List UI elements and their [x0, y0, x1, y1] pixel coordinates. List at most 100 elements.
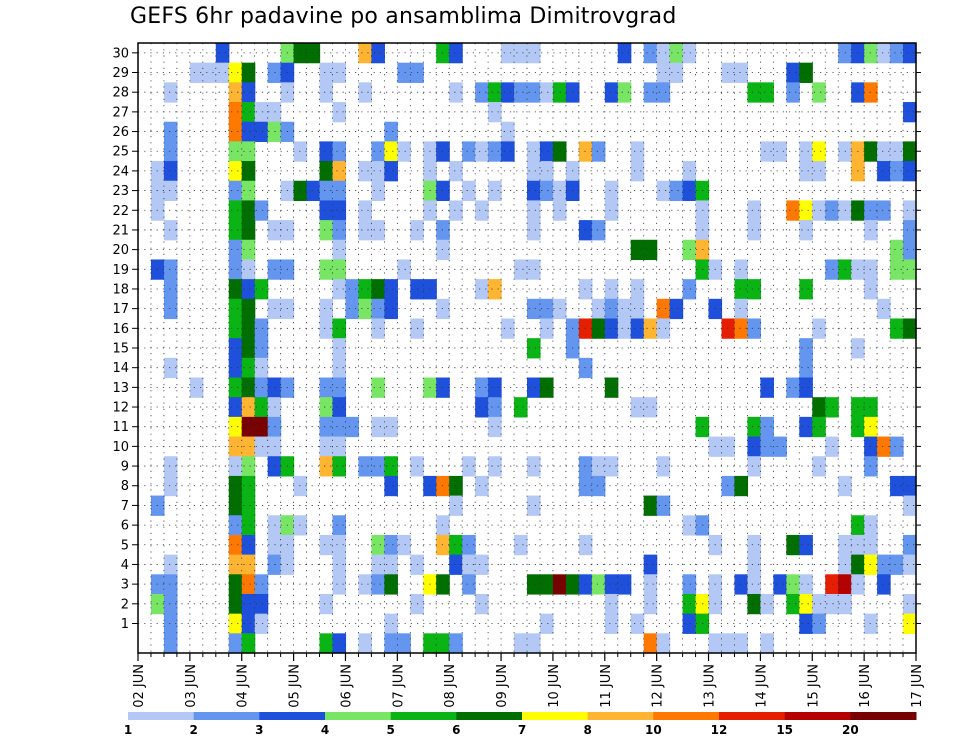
y-tick-label: 4: [121, 558, 129, 573]
heatmap-cell: [760, 436, 774, 457]
heatmap-cell: [397, 534, 411, 556]
heatmap-cell: [630, 279, 645, 300]
heatmap-cell: [630, 298, 645, 320]
heatmap-cell: [332, 357, 347, 379]
x-axis: 02 JUN 03 JUN 04 JUN 05 JUN 06 JUN 07 JUN 08 J…: [132, 653, 925, 708]
heatmap-cell: [903, 43, 917, 64]
heatmap-cell: [864, 397, 878, 418]
heatmap-cell: [228, 554, 243, 575]
heatmap-cell: [254, 338, 269, 359]
y-tick-label: 24: [112, 164, 129, 179]
y-tick-label: 30: [112, 46, 129, 61]
heatmap-cell: [527, 200, 541, 221]
heatmap-cell: [527, 141, 541, 162]
heatmap-cell: [332, 377, 347, 398]
heatmap-cell: [254, 318, 269, 339]
heatmap-cell: [358, 220, 372, 241]
heatmap-cell: [241, 239, 256, 261]
y-tick-label: 6: [121, 519, 129, 534]
heatmap-cell: [436, 377, 450, 398]
heatmap-cell: [656, 82, 671, 103]
heatmap-cell: [332, 141, 347, 162]
heatmap-cell: [384, 574, 398, 595]
heatmap-cell: [189, 377, 204, 398]
heatmap-cell: [682, 180, 697, 202]
heatmap-cell: [760, 593, 774, 615]
heatmap-cell: [371, 220, 385, 241]
heatmap-cell: [371, 377, 385, 398]
heatmap-cell: [527, 377, 541, 398]
heatmap-cell: [604, 377, 619, 398]
heatmap-cell: [760, 416, 774, 438]
heatmap-cell: [786, 62, 800, 83]
heatmap-cell: [163, 298, 178, 320]
colorbar-swatch: [522, 712, 589, 720]
heatmap-cell: [786, 593, 800, 615]
heatmap-cell: [163, 161, 178, 182]
heatmap-cell: [643, 82, 658, 103]
x-tick-label: 10 JUN: [547, 664, 562, 708]
heatmap-cell: [799, 377, 813, 398]
heatmap-cell: [436, 515, 450, 536]
heatmap-cell: [423, 633, 437, 654]
heatmap-cell: [241, 534, 256, 556]
heatmap-cell: [527, 43, 541, 64]
heatmap-cell: [241, 357, 256, 379]
heatmap-cell: [890, 318, 904, 339]
y-tick-label: 1: [121, 617, 129, 632]
heatmap-cell: [449, 495, 463, 516]
heatmap-cell: [773, 574, 787, 595]
heatmap-cell: [189, 62, 204, 83]
heatmap-cell: [241, 121, 256, 142]
heatmap-cell: [877, 574, 891, 595]
heatmap-cell: [527, 338, 541, 359]
heatmap-cell: [890, 239, 904, 261]
heatmap-cell: [436, 534, 450, 556]
heatmap-cell: [799, 279, 813, 300]
y-tick-label: 27: [112, 105, 129, 120]
heatmap-cell: [241, 574, 256, 595]
heatmap-cell: [254, 102, 269, 123]
y-tick-label: 20: [112, 243, 129, 258]
heatmap-cell: [358, 200, 372, 221]
heatmap-cell: [241, 141, 256, 162]
x-tick-label: 02 JUN: [132, 664, 147, 708]
colorbar-swatch: [259, 712, 326, 720]
heatmap-cell: [241, 593, 256, 615]
heatmap-cell: [384, 141, 398, 162]
heatmap-cell: [228, 161, 243, 182]
heatmap-cell: [436, 239, 450, 261]
heatmap-cell: [397, 62, 411, 83]
y-tick-label: 3: [121, 578, 129, 593]
heatmap-cell: [877, 298, 891, 320]
heatmap-cell: [656, 62, 671, 83]
colorbar-label: 15: [776, 723, 793, 737]
x-tick-label: 14 JUN: [754, 664, 769, 708]
heatmap-cell: [812, 593, 826, 615]
heatmap-cell: [514, 397, 528, 418]
heatmap-cell: [397, 633, 411, 654]
heatmap-cell: [228, 534, 243, 556]
heatmap-cell: [332, 633, 347, 654]
heatmap-cell: [488, 456, 502, 477]
heatmap-cell: [228, 397, 243, 418]
x-tick-label: 06 JUN: [339, 664, 354, 708]
heatmap-cell: [488, 397, 502, 418]
heatmap-cell: [643, 397, 658, 418]
heatmap-cell: [527, 82, 541, 103]
heatmap-cell: [241, 259, 256, 280]
heatmap-cell: [864, 220, 878, 241]
heatmap-cell: [358, 279, 372, 300]
heatmap-cell: [864, 416, 878, 438]
heatmap-cell: [578, 534, 593, 556]
heatmap-cell: [747, 416, 761, 438]
heatmap-cell: [332, 397, 347, 418]
heatmap-cell: [371, 298, 385, 320]
heatmap-cell: [462, 141, 476, 162]
heatmap-cell: [786, 200, 800, 221]
heatmap-cell: [358, 161, 372, 182]
heatmap-cell: [163, 574, 178, 595]
colorbar: 1 2 3 4 5 6 7 8 10 12 15 20: [124, 712, 917, 737]
heatmap-cell: [332, 534, 347, 556]
heatmap-cell: [475, 397, 489, 418]
